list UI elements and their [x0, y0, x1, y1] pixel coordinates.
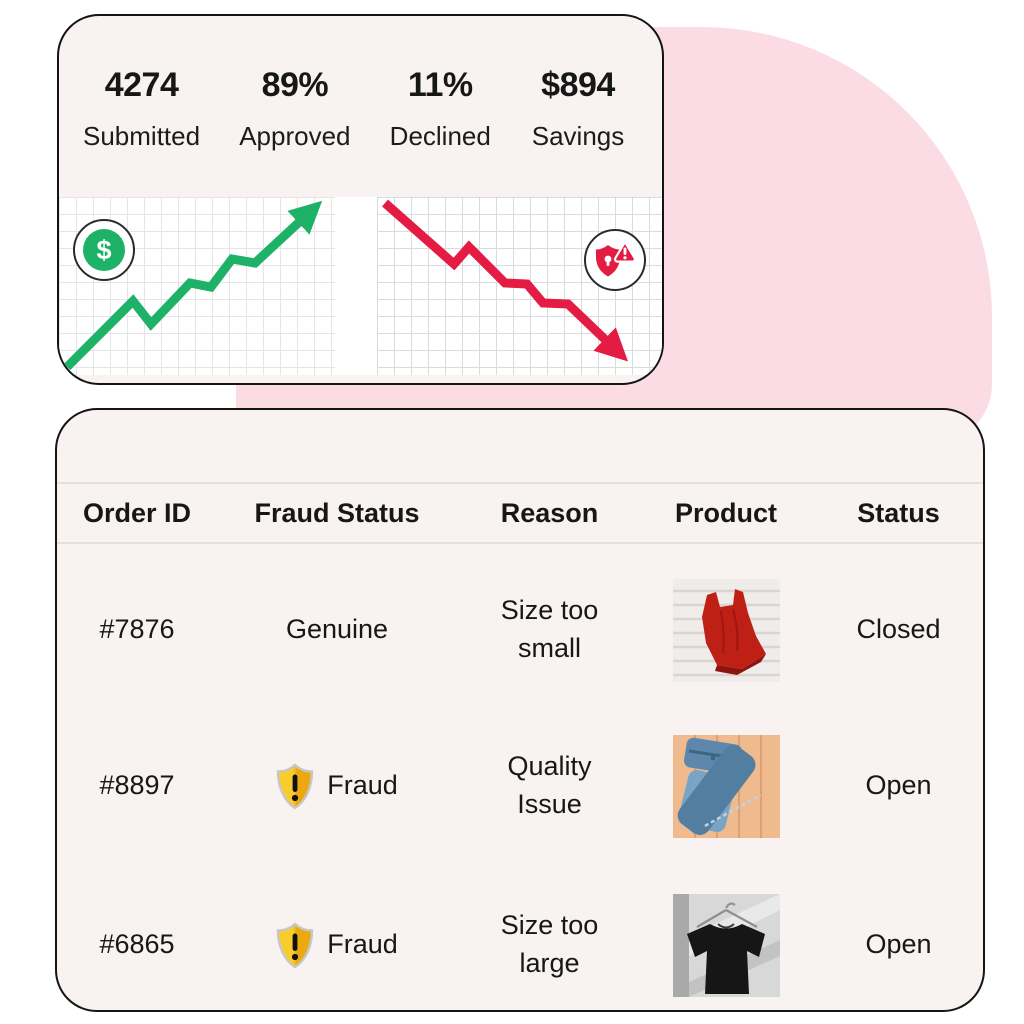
- fraud-shield-icon: [277, 762, 314, 809]
- stat-savings-value: $894: [541, 66, 615, 104]
- stat-declined: 11% Declined: [390, 66, 491, 152]
- stat-declined-value: 11%: [407, 66, 473, 104]
- fraud-status-cell: Fraud: [217, 762, 457, 810]
- fraud-status-text: Fraud: [327, 770, 398, 801]
- reason-text: Quality Issue: [507, 751, 592, 819]
- column-header-fraud-status: Fraud Status: [254, 497, 420, 528]
- column-header-order-id: Order ID: [82, 497, 192, 528]
- column-header-reason: Reason: [500, 497, 599, 528]
- trend-charts-strip: $: [59, 197, 662, 375]
- table-row: #7876 Genuine Size too small: [57, 552, 983, 708]
- table-body: #7876 Genuine Size too small: [57, 544, 983, 1010]
- stat-approved-value: 89%: [261, 66, 329, 104]
- product-image-red-dress: [672, 578, 780, 682]
- table-header-row: Order ID Fraud Status Reason Product Sta…: [57, 482, 983, 544]
- reason-cell: Size too small: [457, 592, 642, 668]
- fraud-status-cell: Fraud: [217, 921, 457, 969]
- summary-card: 4274 Submitted 89% Approved 11% Declined…: [57, 14, 664, 385]
- shield-alert-glyph: [596, 239, 636, 277]
- orders-table-card: Order ID Fraud Status Reason Product Sta…: [55, 408, 985, 1012]
- shield-alert-icon: [584, 229, 646, 291]
- uptrend-chart: $: [59, 197, 335, 375]
- product-cell: [642, 893, 810, 997]
- status-cell: Open: [865, 770, 932, 801]
- stat-submitted-label: Submitted: [83, 121, 201, 151]
- table-row: #6865 Fraud: [57, 864, 983, 1010]
- product-cell: [642, 578, 810, 682]
- reason-cell: Size too large: [457, 907, 642, 983]
- fraud-status-text: Fraud: [327, 929, 398, 960]
- order-id-cell: #8897: [99, 770, 175, 801]
- column-header-product: Product: [674, 497, 777, 528]
- stats-row: 4274 Submitted 89% Approved 11% Declined…: [59, 16, 662, 152]
- product-image-black-tshirt: [672, 893, 780, 997]
- stat-submitted: 4274 Submitted: [83, 66, 200, 152]
- fraud-shield-icon: [277, 921, 314, 968]
- stat-approved: 89% Approved: [239, 66, 350, 152]
- stat-savings-label: Savings: [531, 121, 625, 151]
- stat-submitted-value: 4274: [104, 66, 179, 104]
- downtrend-line: [382, 199, 629, 362]
- reason-text: Size too small: [500, 595, 599, 663]
- product-image-blue-jeans: [672, 734, 780, 838]
- fraud-status-cell: Genuine: [285, 614, 389, 645]
- order-id-cell: #6865: [99, 929, 175, 960]
- stat-declined-label: Declined: [389, 121, 491, 151]
- table-row: #8897 Fraud: [57, 708, 983, 864]
- reason-cell: Quality Issue: [457, 748, 642, 824]
- reason-text: Size too large: [500, 910, 599, 978]
- downtrend-chart: [377, 197, 662, 375]
- dollar-symbol: $: [83, 229, 125, 271]
- stat-approved-label: Approved: [239, 121, 351, 151]
- charts-divider: [335, 197, 377, 375]
- status-cell: Open: [865, 929, 932, 960]
- order-id-cell: #7876: [99, 614, 175, 645]
- uptrend-line: [63, 200, 323, 371]
- stat-savings: $894 Savings: [530, 66, 626, 152]
- dollar-icon: $: [73, 219, 135, 281]
- product-cell: [642, 734, 810, 838]
- column-header-status: Status: [857, 497, 940, 528]
- status-cell: Closed: [856, 614, 941, 645]
